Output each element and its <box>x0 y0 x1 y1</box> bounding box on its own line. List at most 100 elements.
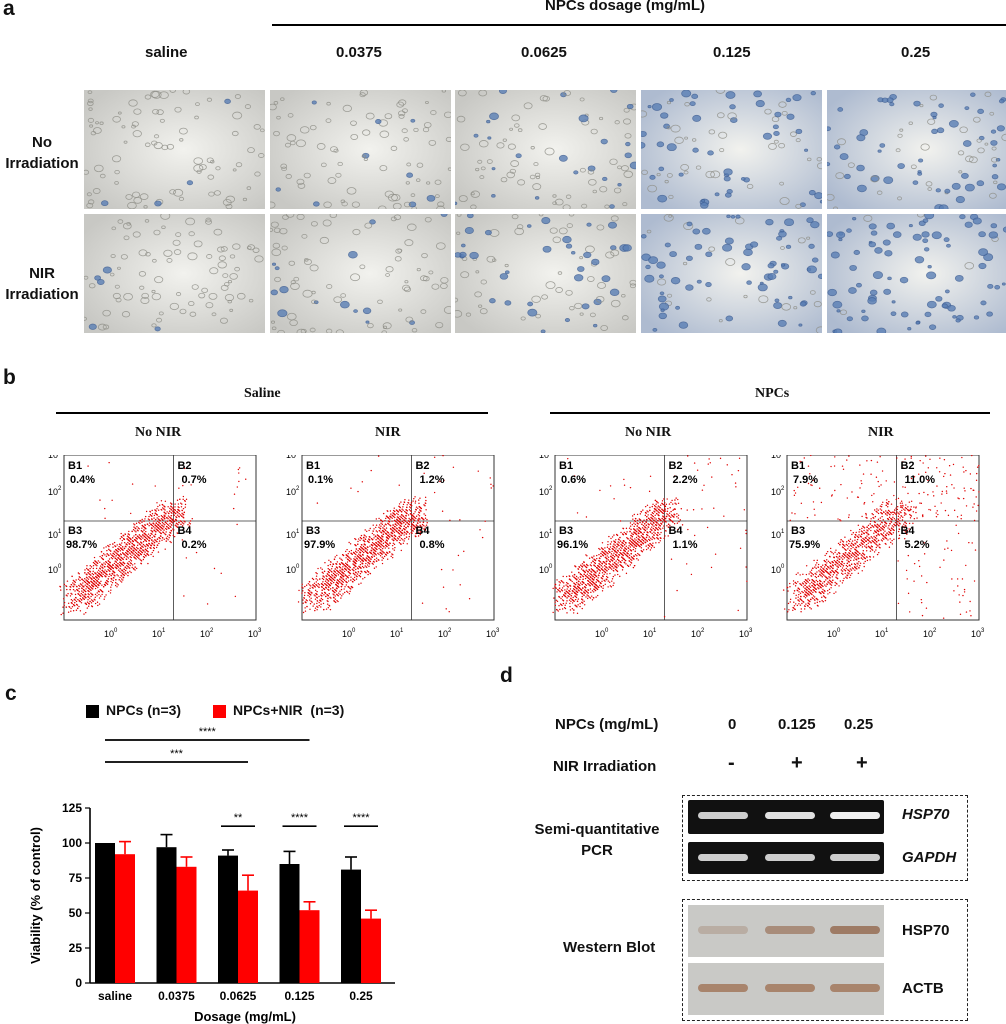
group-label-npcs: NPCs <box>755 386 790 401</box>
x-tick-1: 10 <box>390 629 400 639</box>
y-tick-exp-3: 0 <box>549 564 553 570</box>
x-axis-label: Dosage (mg/mL) <box>194 1009 296 1024</box>
y-tick-exp-2: 1 <box>58 529 62 535</box>
sig-label-2: *** <box>170 748 184 760</box>
x-tick-2: 10 <box>923 629 933 639</box>
x-tick-3: 10 <box>971 629 981 639</box>
panel-a-label: a <box>3 0 15 20</box>
col-label-0.0625: 0.0625 <box>521 44 567 61</box>
western-protein-actb: ACTB <box>902 980 944 997</box>
y-tick-exp-2: 1 <box>781 529 785 535</box>
dosage-header: NPCs dosage (mg/mL) <box>545 0 706 14</box>
quadrant-name-b2: B2 <box>900 460 914 472</box>
bar-npcs-saline <box>95 843 115 983</box>
y-tick-exp-1: 2 <box>549 486 553 492</box>
quadrant-value-b4: 0.8% <box>419 539 444 551</box>
quadrant-name-b1: B1 <box>68 460 82 472</box>
panel-b-label: b <box>3 366 16 389</box>
row-label-no-irradiation: No Irradiation <box>5 134 79 172</box>
flow-events-3 <box>552 455 748 618</box>
western-band-actb-1 <box>765 984 815 992</box>
y-tick-3: 10 <box>771 565 781 575</box>
quadrant-name-b1: B1 <box>559 460 573 472</box>
x-tick-exp-0: 0 <box>837 628 841 634</box>
group-line-saline <box>56 412 488 414</box>
flow-plot-title-4: NIR <box>868 425 894 440</box>
western-blot-label: Western Blot <box>563 939 656 956</box>
y-tick-3: 10 <box>48 565 58 575</box>
flow-plot-2: B1B2B3B40.1%1.2%97.9%0.8%103102101100100… <box>286 455 500 639</box>
y-tick-0: 10 <box>771 455 781 460</box>
quadrant-value-b3: 98.7% <box>66 539 97 551</box>
y-axis-label: Viability (% of control) <box>28 827 43 964</box>
sig-label-1: **** <box>199 726 217 738</box>
flow-events-2 <box>297 455 494 614</box>
micrograph-r2-c1 <box>84 214 265 333</box>
x-tick-exp-1: 1 <box>653 628 657 634</box>
group-line-npcs <box>550 412 990 414</box>
col-label-saline: saline <box>145 44 188 61</box>
quadrant-name-b1: B1 <box>306 460 320 472</box>
x-tick-exp-2: 2 <box>933 628 937 634</box>
category-label-0.125: 0.125 <box>284 989 314 1003</box>
dosage-header-line <box>272 24 1006 26</box>
pcr-band-hsp70-2 <box>830 812 880 819</box>
y-tick-3: 10 <box>539 565 549 575</box>
bar-npcs-0.25 <box>341 869 361 983</box>
micrograph-r2-c2 <box>270 214 451 333</box>
quadrant-name-b2: B2 <box>668 460 682 472</box>
x-tick-exp-2: 2 <box>448 628 452 634</box>
y-tick-1: 10 <box>48 487 58 497</box>
quadrant-value-b3: 97.9% <box>304 539 335 551</box>
x-tick-exp-0: 0 <box>352 628 356 634</box>
y-tick-exp-1: 2 <box>58 486 62 492</box>
pcr-gene-hsp70: HSP70 <box>902 806 950 823</box>
x-tick-exp-1: 1 <box>400 628 404 634</box>
y-tick-1: 10 <box>771 487 781 497</box>
x-tick-2: 10 <box>691 629 701 639</box>
quadrant-name-b3: B3 <box>68 525 82 537</box>
nir-irradiation-label: NIR Irradiation <box>553 758 657 775</box>
bar-npcs-0.125 <box>279 864 300 983</box>
pcr-band-gapdh-1 <box>765 854 815 861</box>
flow-plot-title-2: NIR <box>375 425 401 440</box>
quadrant-name-b4: B4 <box>415 525 430 537</box>
bar-npcs-0.0375 <box>156 847 177 983</box>
x-tick-exp-3: 3 <box>496 628 500 634</box>
row-label-nir-irradiation: NIR Irradiation <box>5 265 79 303</box>
micrograph-r1-c4 <box>641 90 822 209</box>
micrograph-r2-c3 <box>455 214 636 333</box>
npcs-dosage-label: NPCs (mg/mL) <box>555 716 659 733</box>
x-tick-3: 10 <box>486 629 496 639</box>
quadrant-value-b1: 7.9% <box>793 474 818 486</box>
bar-npcs-nir-saline <box>115 854 135 983</box>
x-tick-exp-1: 1 <box>885 628 889 634</box>
y-tick-exp-3: 0 <box>296 564 300 570</box>
y-tick-0: 10 <box>48 455 58 460</box>
y-tick-2: 10 <box>539 530 549 540</box>
legend-label-npcs: NPCs (n=3) <box>106 702 182 718</box>
quadrant-name-b3: B3 <box>559 525 573 537</box>
quadrant-name-b1: B1 <box>791 460 805 472</box>
sig-label-5: **** <box>352 812 370 824</box>
quadrant-value-b2: 2.2% <box>672 474 697 486</box>
pcr-band-hsp70-1 <box>765 812 815 819</box>
x-tick-0: 10 <box>595 629 605 639</box>
quadrant-value-b1: 0.6% <box>561 474 586 486</box>
x-tick-exp-0: 0 <box>114 628 118 634</box>
quadrant-value-b4: 1.1% <box>672 539 697 551</box>
bar-npcs-nir-0.125 <box>299 910 320 983</box>
col-label-0.125: 0.125 <box>713 44 751 61</box>
y-tick-2: 10 <box>286 530 296 540</box>
y-tick-exp-1: 2 <box>296 486 300 492</box>
flow-events-4 <box>782 455 980 619</box>
y-tick-0: 10 <box>286 455 296 460</box>
category-label-0.0375: 0.0375 <box>158 989 195 1003</box>
x-tick-3: 10 <box>248 629 258 639</box>
pcr-label: Semi-quantitative PCR <box>534 821 660 859</box>
flow-plot-title-1: No NIR <box>135 425 182 440</box>
y-tick-exp-2: 1 <box>296 529 300 535</box>
y-tick-label-125: 125 <box>62 801 82 815</box>
pcr-band-gapdh-2 <box>830 854 880 861</box>
bar-npcs-0.0625 <box>218 855 238 983</box>
